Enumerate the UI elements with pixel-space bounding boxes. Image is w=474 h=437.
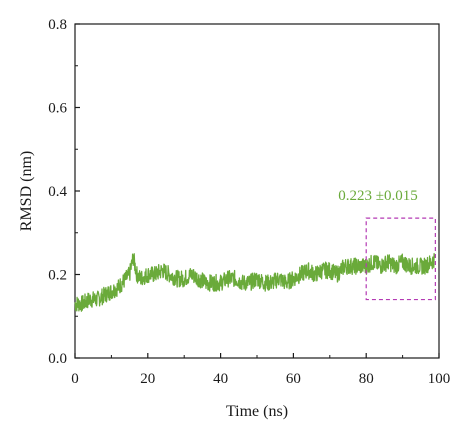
x-tick-label: 100 (428, 371, 451, 387)
x-tick-label: 20 (140, 371, 155, 387)
y-tick-label: 0.8 (48, 17, 67, 33)
y-tick-label: 0.6 (48, 101, 67, 117)
x-axis-title: Time (ns) (226, 403, 288, 420)
x-tick-label: 80 (359, 371, 374, 387)
x-tick-label: 60 (286, 371, 301, 387)
y-axis-title: RMSD (nm) (18, 151, 35, 231)
mean-rmsd-annotation: 0.223 ±0.015 (338, 188, 417, 204)
y-tick-label: 0.4 (48, 184, 67, 200)
x-tick-label: 0 (71, 371, 79, 387)
rmsd-series-line (74, 252, 437, 312)
x-tick-label: 40 (213, 371, 228, 387)
highlight-box (365, 217, 436, 301)
y-tick-label: 0.2 (48, 268, 67, 284)
x-axis-ticks: 0 20 40 60 80 100 (71, 353, 450, 387)
y-tick-label: 0.0 (48, 351, 67, 367)
y-axis-ticks: 0.0 0.2 0.4 0.6 0.8 (48, 17, 80, 367)
